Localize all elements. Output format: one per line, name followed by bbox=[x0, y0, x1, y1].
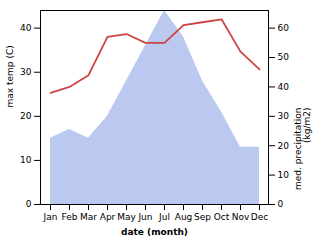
svg-text:Mar: Mar bbox=[80, 212, 97, 222]
svg-text:Sep: Sep bbox=[194, 212, 211, 222]
svg-text:50: 50 bbox=[278, 52, 290, 62]
svg-text:Nov: Nov bbox=[232, 212, 250, 222]
svg-text:Jun: Jun bbox=[137, 212, 152, 222]
svg-text:40: 40 bbox=[278, 82, 290, 92]
svg-text:10: 10 bbox=[20, 155, 32, 165]
svg-text:Aug: Aug bbox=[175, 212, 193, 222]
svg-text:Apr: Apr bbox=[100, 212, 116, 222]
svg-text:med. precipitation(kg/m2): med. precipitation(kg/m2) bbox=[293, 108, 312, 190]
svg-text:20: 20 bbox=[278, 141, 290, 151]
svg-text:40: 40 bbox=[20, 23, 32, 33]
svg-text:date (month): date (month) bbox=[121, 227, 188, 237]
svg-text:Jan: Jan bbox=[43, 212, 58, 222]
svg-text:20: 20 bbox=[20, 111, 32, 121]
svg-text:30: 30 bbox=[20, 67, 32, 77]
svg-text:max temp (C): max temp (C) bbox=[5, 45, 15, 107]
svg-text:Dec: Dec bbox=[251, 212, 268, 222]
svg-text:30: 30 bbox=[278, 111, 290, 121]
svg-text:60: 60 bbox=[278, 23, 290, 33]
svg-text:0: 0 bbox=[278, 199, 284, 209]
svg-text:Feb: Feb bbox=[62, 212, 78, 222]
svg-text:Jul: Jul bbox=[158, 212, 170, 222]
svg-text:0: 0 bbox=[26, 199, 32, 209]
svg-text:10: 10 bbox=[278, 170, 290, 180]
svg-text:Oct: Oct bbox=[214, 212, 230, 222]
svg-text:May: May bbox=[117, 212, 136, 222]
